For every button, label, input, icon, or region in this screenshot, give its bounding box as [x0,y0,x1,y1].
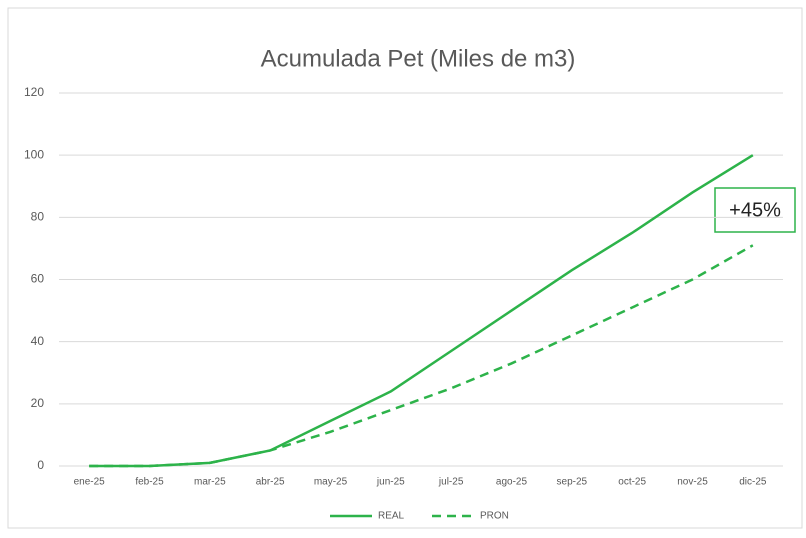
x-tick-label: abr-25 [256,477,285,488]
x-tick-label: sep-25 [557,477,588,488]
chart-title: Acumulada Pet (Miles de m3) [261,45,576,72]
y-tick-label: 100 [24,147,44,161]
x-tick-label: mar-25 [194,477,226,488]
y-tick-label: 60 [31,272,45,286]
x-tick-label: jun-25 [376,477,405,488]
y-tick-label: 120 [24,85,44,99]
annotation: +45% [729,199,781,221]
x-tick-label: feb-25 [135,477,164,488]
x-tick-label: jul-25 [438,477,464,488]
y-tick-label: 20 [31,396,45,410]
legend-label: PRON [480,511,509,522]
chart-frame [7,7,803,529]
legend-label: REAL [378,511,405,522]
annotation-box [714,187,796,233]
x-tick-label: ene-25 [74,477,106,488]
x-tick-label: may-25 [314,477,348,488]
line-series [89,244,754,468]
y-tick-label: 40 [31,334,45,348]
x-tick-label: oct-25 [618,477,646,488]
y-tick-label: 80 [31,210,45,224]
x-tick-label: nov-25 [677,477,708,488]
y-tick-label: 0 [37,458,44,472]
x-tick-label: ago-25 [496,477,528,488]
x-tick-label: dic-25 [739,477,767,488]
